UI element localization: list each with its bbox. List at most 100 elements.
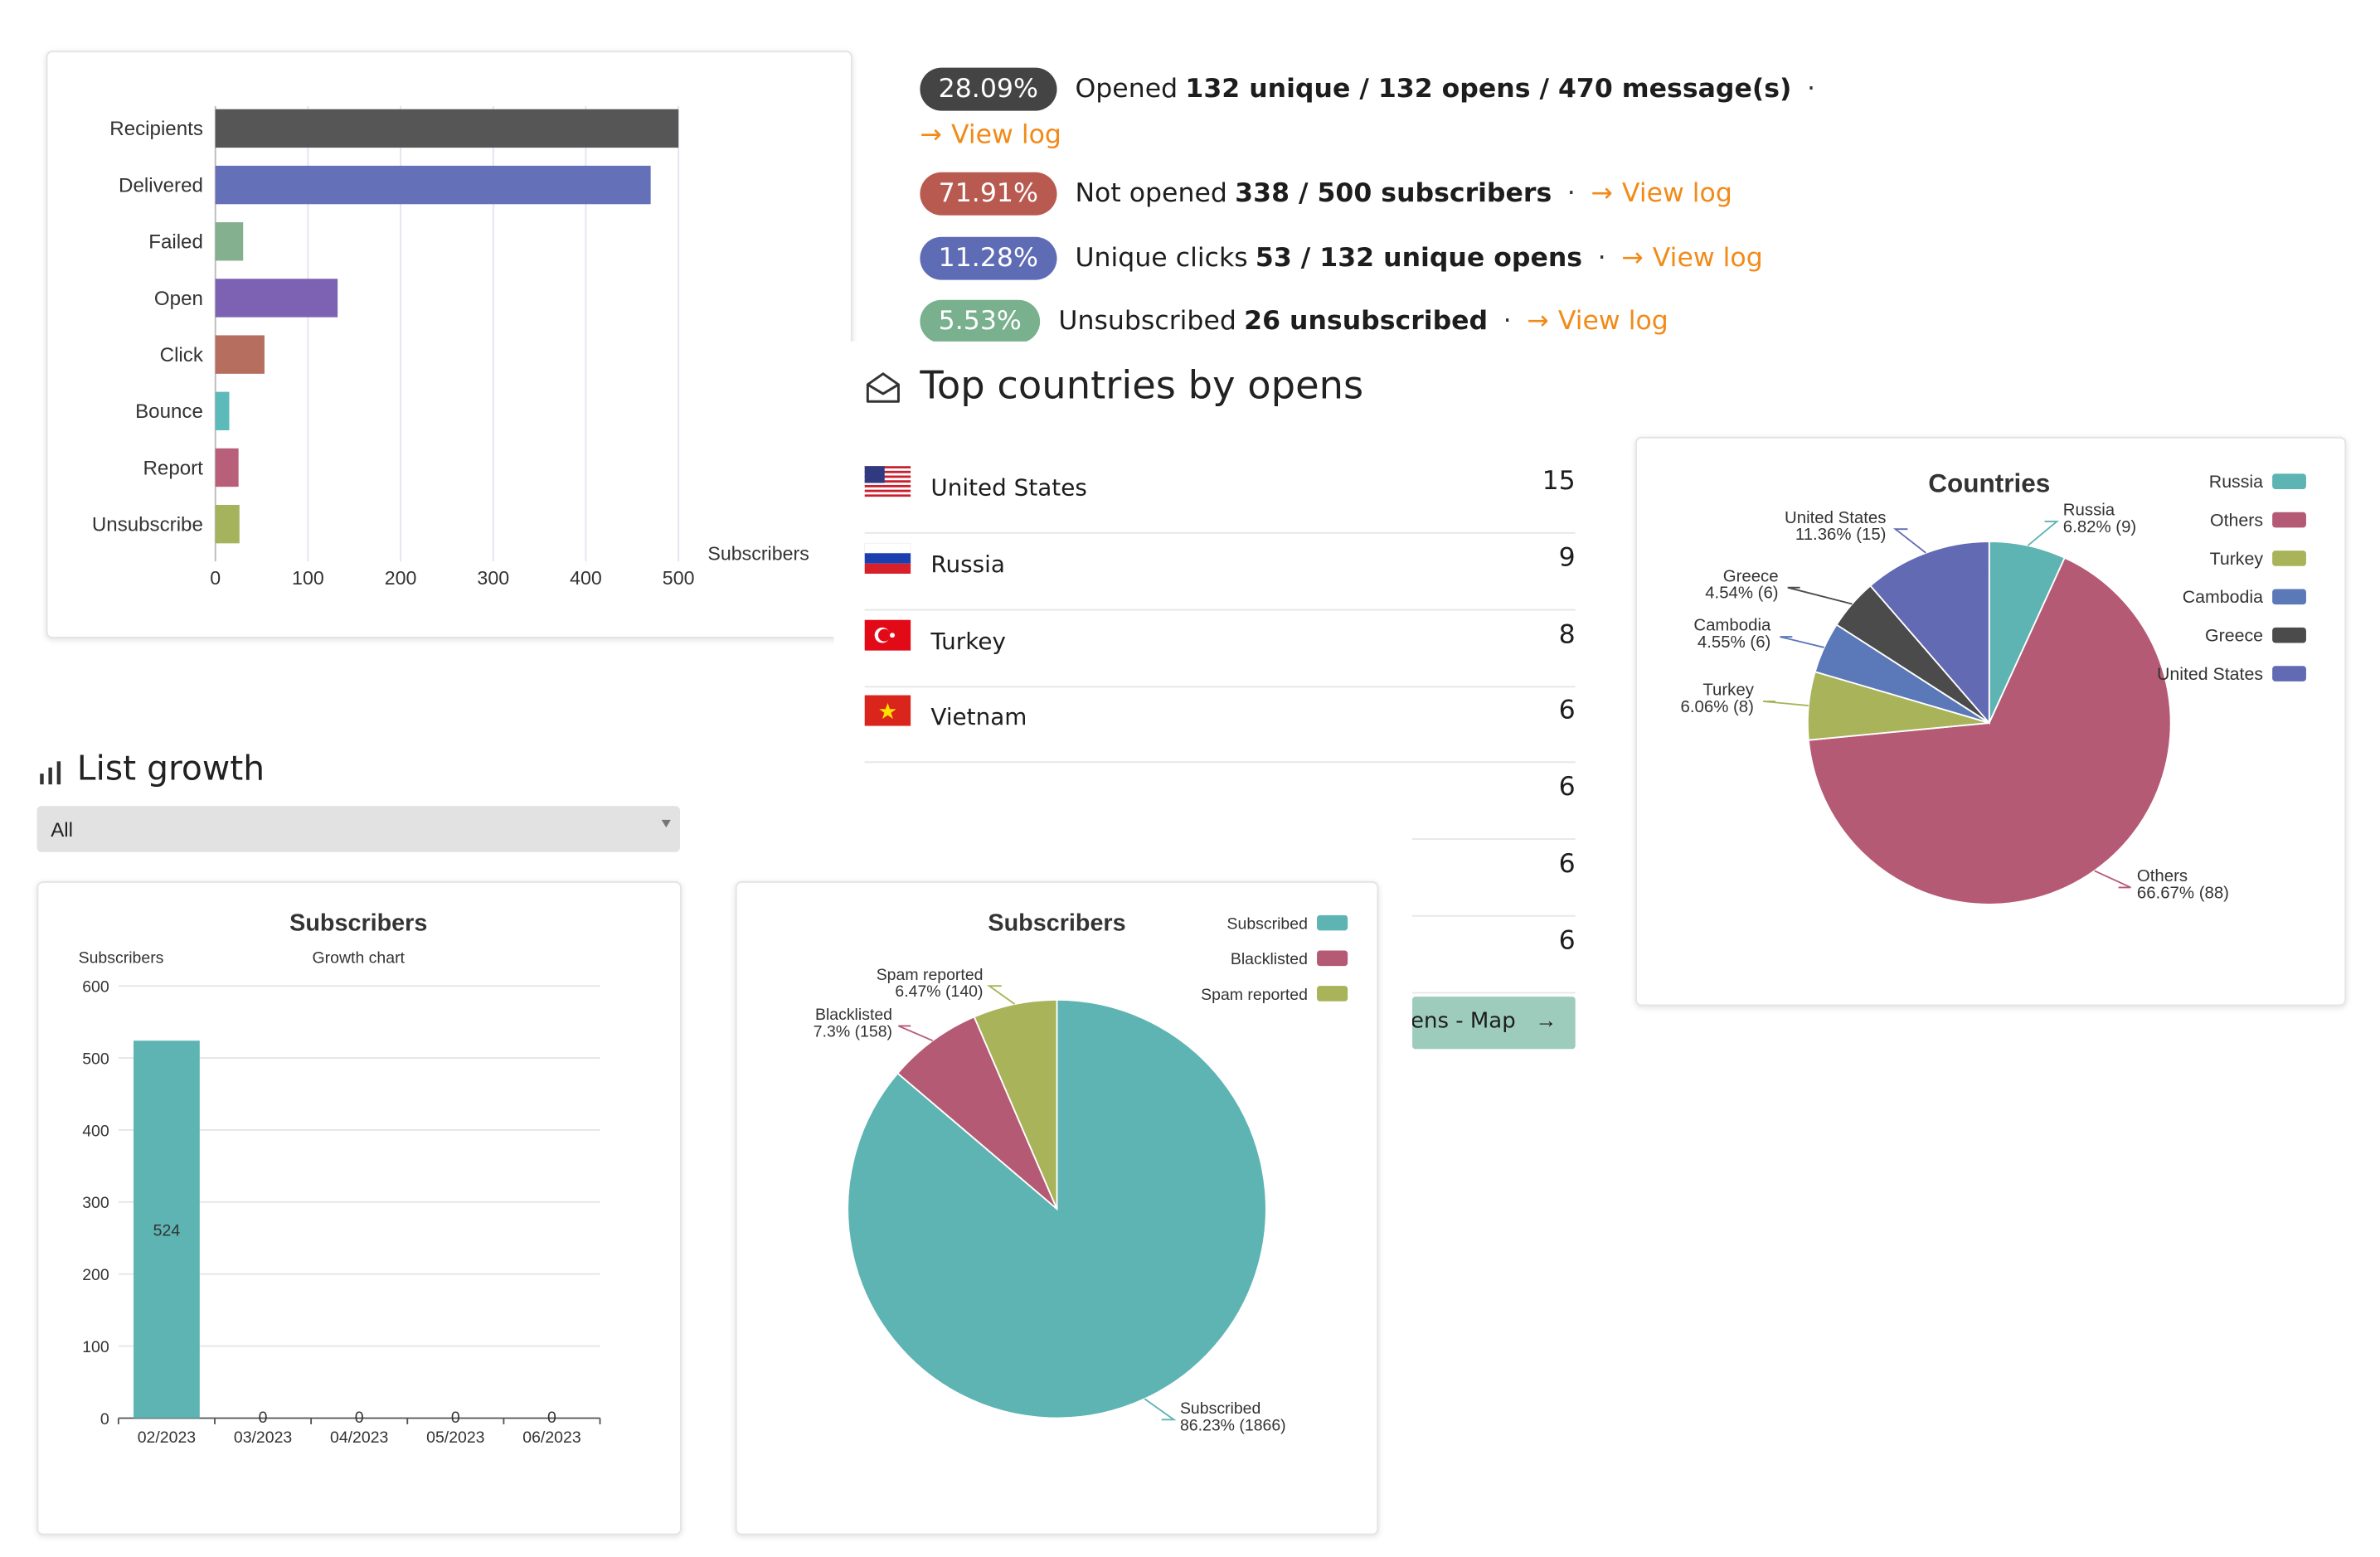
- country-count: 6: [1558, 772, 1576, 803]
- legend-swatch: [2272, 666, 2306, 681]
- bar-value-label: 0: [547, 1409, 556, 1427]
- country-name: Turkey: [930, 627, 1006, 656]
- slice-value: 66.67% (88): [2137, 884, 2229, 902]
- arrow-right-icon: →: [1591, 178, 1613, 210]
- country-count: 9: [1558, 542, 1576, 574]
- bar-value-label: 524: [153, 1221, 181, 1239]
- country-count: 8: [1558, 619, 1576, 651]
- label-leader-line: [1762, 701, 1809, 706]
- arrow-right-icon: →: [1621, 243, 1644, 274]
- category-label: Open: [154, 288, 203, 310]
- category-label: Report: [143, 457, 204, 479]
- x-tick-label: 200: [385, 567, 417, 589]
- category-label: Click: [160, 344, 204, 366]
- country-row: 6: [1412, 840, 1576, 917]
- legend-swatch: [1317, 950, 1348, 967]
- list-growth-title: List growth: [76, 750, 265, 789]
- category-label: Delivered: [119, 174, 203, 196]
- y-axis-label: Subscribers: [79, 948, 164, 967]
- legend-swatch: [2272, 627, 2306, 643]
- slice-value: 6.82% (9): [2063, 518, 2136, 536]
- stat-row: 5.53% Unsubscribed 26 unsubscribed · → View l…: [920, 299, 1668, 343]
- list-filter-select[interactable]: All: [36, 806, 680, 852]
- country-row: Vietnam 6: [864, 686, 1576, 764]
- label-leader-line: [898, 1025, 934, 1042]
- bar-value-label: 0: [355, 1409, 364, 1427]
- separator-dot: ·: [1597, 243, 1606, 274]
- category-label: Recipients: [109, 118, 203, 140]
- country-count: 6: [1558, 925, 1576, 957]
- x-tick-label: 05/2023: [426, 1428, 484, 1447]
- label-leader-line: [1780, 636, 1824, 648]
- stat-row: 11.28% Unique clicks 53 / 132 unique opens…: [920, 236, 1763, 280]
- countries-pie-card: Countries Russia 6.82% (9) Others 66.67% (88…: [1635, 436, 2347, 1006]
- country-name: United States: [930, 473, 1087, 502]
- country-count: 15: [1542, 466, 1576, 497]
- x-tick-label: 0: [210, 567, 221, 589]
- arrow-right-icon: →: [1535, 1007, 1557, 1032]
- label-leader-line: [2027, 520, 2059, 546]
- view-log-label: View log: [950, 119, 1061, 151]
- view-log-link[interactable]: → View log: [1621, 243, 1763, 274]
- legend-swatch: [1317, 914, 1348, 931]
- y-tick-label: 500: [82, 1050, 109, 1068]
- slice-value: 11.36% (15): [1795, 526, 1887, 544]
- vn-flag-icon: [864, 695, 911, 726]
- slice-label: Turkey: [1702, 681, 1754, 700]
- x-tick-label: 03/2023: [234, 1428, 292, 1447]
- opens-map-button[interactable]: pens - Map →: [1412, 997, 1576, 1050]
- percent-badge: 28.09%: [920, 67, 1057, 111]
- legend-label: Spam reported: [1201, 986, 1308, 1004]
- legend-label: Russia: [2209, 472, 2263, 492]
- growth-bar-chart: Subscribers Subscribers Growth chart 0 100 20…: [79, 909, 601, 1447]
- y-tick-label: 600: [82, 978, 109, 997]
- country-row: Turkey 8: [864, 611, 1576, 688]
- bar: [215, 504, 240, 544]
- legend-swatch: [2272, 473, 2306, 489]
- chart-title: Subscribers: [988, 909, 1125, 936]
- slice-value: 4.55% (6): [1698, 633, 1770, 652]
- stat-label: Unique clicks: [1075, 243, 1248, 274]
- separator-dot: ·: [1566, 178, 1576, 210]
- legend-label: Turkey: [2210, 549, 2264, 569]
- view-log-label: View log: [1557, 306, 1668, 337]
- country-row: Russia 9: [864, 534, 1576, 611]
- slice-label: United States: [1785, 509, 1886, 527]
- arrow-right-icon: →: [920, 119, 942, 151]
- slice-label: Russia: [2063, 501, 2115, 519]
- y-tick-label: 100: [82, 1338, 109, 1356]
- label-leader-line: [1787, 586, 1853, 605]
- separator-dot: ·: [1806, 74, 1816, 105]
- legend-swatch: [2272, 512, 2306, 528]
- country-name: Vietnam: [930, 702, 1027, 731]
- view-log-label: View log: [1652, 243, 1763, 274]
- view-log-link[interactable]: → View log: [1527, 306, 1668, 337]
- stat-label: Not opened: [1075, 178, 1227, 210]
- country-name: Russia: [930, 551, 1005, 579]
- legend-label: Subscribed: [1227, 915, 1308, 934]
- label-leader-line: [986, 985, 1016, 1005]
- growth-chart-card: Subscribers Subscribers Growth chart 0 100 20…: [36, 881, 682, 1535]
- view-log-link[interactable]: → View log: [1591, 178, 1732, 209]
- stat-value: 26 unsubscribed: [1244, 306, 1489, 337]
- chevron-down-icon: [661, 819, 671, 828]
- stat-label: Opened: [1075, 74, 1178, 105]
- slice-value: 4.54% (6): [1705, 584, 1778, 603]
- stat-value: 338 / 500 subscribers: [1235, 178, 1552, 210]
- bar: [215, 335, 265, 374]
- category-label: Unsubscribe: [92, 514, 203, 536]
- arrow-right-icon: →: [1527, 306, 1549, 337]
- slice-value: 6.47% (140): [895, 982, 983, 1001]
- x-tick-label: 500: [663, 567, 695, 589]
- bar: [134, 1040, 200, 1419]
- stat-label: Unsubscribed: [1058, 306, 1236, 337]
- y-tick-label: 400: [82, 1122, 109, 1140]
- stat-row: 28.09% Opened 132 unique / 132 opens / 470…: [920, 67, 1830, 111]
- slice-label: Cambodia: [1693, 617, 1771, 635]
- view-log-link[interactable]: → View log: [920, 120, 1061, 151]
- view-log-label: View log: [1621, 178, 1732, 210]
- label-leader-line: [1892, 528, 1926, 554]
- slice-value: 7.3% (158): [814, 1022, 892, 1040]
- x-tick-label: 06/2023: [522, 1428, 580, 1447]
